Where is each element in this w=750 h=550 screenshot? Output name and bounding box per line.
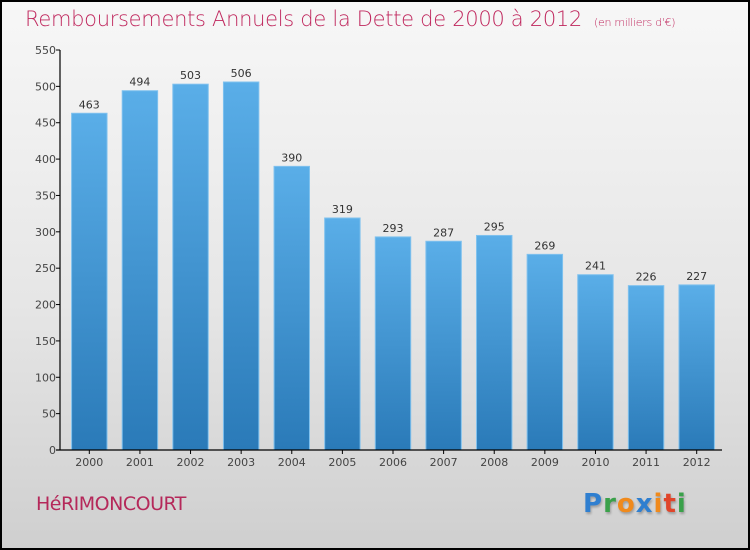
x-tick-label: 2012 <box>683 456 711 469</box>
data-label: 319 <box>332 203 353 216</box>
x-tick-label: 2003 <box>227 456 255 469</box>
bar <box>678 284 715 451</box>
logo-letter: o <box>616 489 636 519</box>
axes-group: 2000 2001 2002 2003 2004 2005 2006 2007 2008 2009… <box>35 44 722 469</box>
x-tick-label: 2007 <box>430 456 458 469</box>
logo-letter: i <box>653 489 664 519</box>
x-tick-label: 2008 <box>480 456 508 469</box>
x-tick-label: 2009 <box>531 456 559 469</box>
y-tick-label: 50 <box>42 408 56 421</box>
chart-title: Remboursements Annuels de la Dette de 20… <box>25 7 675 31</box>
y-tick-label: 250 <box>35 262 56 275</box>
y-tick-label: 350 <box>35 189 56 202</box>
y-tick-label: 450 <box>35 117 56 130</box>
bar <box>425 240 462 451</box>
y-tick-label: 0 <box>49 444 56 457</box>
data-label: 227 <box>686 270 707 283</box>
y-tick-label: 150 <box>35 335 56 348</box>
bar <box>71 112 108 451</box>
bar <box>627 285 665 451</box>
bar <box>273 165 310 451</box>
y-tick-label: 400 <box>35 153 56 166</box>
y-tick-label: 100 <box>35 371 56 384</box>
data-label: 390 <box>281 151 302 164</box>
x-tick-label: 2001 <box>126 456 154 469</box>
bars-group: 463 494 503 506 390 319 293 287 295 269 241 226 227 <box>71 67 715 451</box>
data-label: 269 <box>534 239 555 252</box>
bar <box>222 81 260 451</box>
x-tick-label: 2005 <box>328 456 356 469</box>
y-tick-label: 550 <box>35 44 56 57</box>
x-tick-label: 2000 <box>75 456 103 469</box>
data-label: 506 <box>231 67 252 80</box>
logo-letter: t <box>663 489 677 519</box>
y-tick-label: 200 <box>35 299 56 312</box>
data-label: 241 <box>585 260 606 273</box>
x-tick-label: 2004 <box>278 456 306 469</box>
bar <box>324 217 361 451</box>
x-tick-label: 2010 <box>581 456 609 469</box>
y-tick-label: 300 <box>35 226 56 239</box>
data-label: 287 <box>433 226 454 239</box>
data-label: 293 <box>383 222 404 235</box>
title-text: Remboursements Annuels de la Dette de 20… <box>25 7 582 31</box>
bar <box>121 90 159 451</box>
data-label: 503 <box>180 69 201 82</box>
logo-letter: P <box>583 489 604 519</box>
bar <box>374 236 412 451</box>
chart-subtitle: (en milliers d'€) <box>594 16 676 29</box>
data-label: 226 <box>636 271 657 284</box>
bar <box>172 83 209 451</box>
bar <box>476 234 513 451</box>
x-tick-label: 2006 <box>379 456 407 469</box>
logo-letter: r <box>603 489 617 519</box>
logo-letter: i <box>676 489 687 519</box>
bar <box>577 274 614 451</box>
bar <box>526 253 564 451</box>
x-tick-label: 2002 <box>177 456 205 469</box>
logo-letter: x <box>635 489 654 519</box>
y-tick-label: 500 <box>35 80 56 93</box>
data-label: 295 <box>484 220 505 233</box>
x-tick-label: 2011 <box>632 456 660 469</box>
data-label: 494 <box>129 76 150 89</box>
proxiti-logo[interactable]: Proxiti <box>583 489 687 519</box>
commune-name: HéRIMONCOURT <box>36 493 186 515</box>
data-label: 463 <box>79 98 100 111</box>
